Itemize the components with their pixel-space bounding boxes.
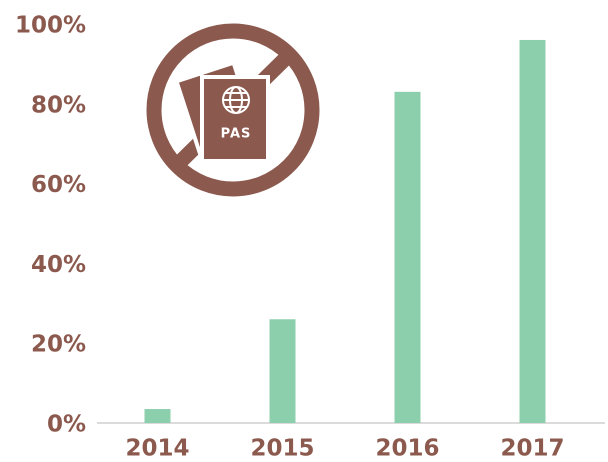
passport-ban-icon: PAS <box>146 23 320 197</box>
y-tick-label: 0% <box>47 412 86 438</box>
y-tick-label: 60% <box>31 172 86 198</box>
bar <box>269 319 296 423</box>
y-tick-label: 100% <box>15 13 86 39</box>
icon-label: PAS <box>221 127 252 142</box>
x-tick-label: 2015 <box>250 436 314 462</box>
y-tick-label: 80% <box>31 92 86 118</box>
x-tick-label: 2016 <box>375 436 439 462</box>
bar <box>519 39 546 424</box>
y-tick-label: 20% <box>31 332 86 358</box>
bar <box>144 409 171 423</box>
y-tick-label: 40% <box>31 252 86 278</box>
x-tick-label: 2017 <box>500 436 564 462</box>
x-tick-label: 2014 <box>125 436 189 462</box>
bar <box>394 91 421 423</box>
